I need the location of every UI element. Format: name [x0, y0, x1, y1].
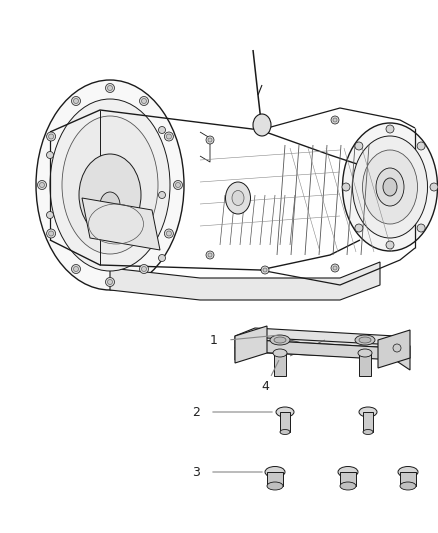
Ellipse shape [276, 407, 294, 417]
Circle shape [139, 264, 148, 273]
Circle shape [74, 99, 78, 103]
Circle shape [166, 231, 171, 236]
Ellipse shape [338, 466, 358, 478]
Polygon shape [235, 326, 267, 363]
Ellipse shape [79, 154, 141, 236]
Circle shape [333, 266, 337, 270]
Polygon shape [359, 353, 371, 376]
Circle shape [355, 224, 363, 232]
Text: 2: 2 [192, 406, 200, 418]
Circle shape [46, 151, 53, 158]
Ellipse shape [355, 335, 375, 345]
Circle shape [331, 116, 339, 124]
Circle shape [159, 126, 166, 133]
Text: 4: 4 [261, 379, 269, 392]
Circle shape [386, 241, 394, 249]
Ellipse shape [400, 482, 416, 490]
Polygon shape [280, 412, 290, 432]
Circle shape [107, 85, 113, 91]
Polygon shape [400, 472, 416, 486]
Circle shape [46, 229, 56, 238]
Polygon shape [363, 412, 373, 432]
Circle shape [208, 138, 212, 142]
Ellipse shape [363, 430, 373, 434]
Circle shape [331, 264, 339, 272]
Circle shape [74, 266, 78, 271]
Ellipse shape [50, 99, 170, 271]
Circle shape [46, 132, 56, 141]
Ellipse shape [100, 192, 120, 218]
Circle shape [159, 254, 166, 262]
Circle shape [71, 96, 81, 106]
Circle shape [106, 84, 114, 93]
Circle shape [141, 266, 146, 271]
Ellipse shape [226, 182, 251, 214]
Ellipse shape [363, 150, 417, 224]
Circle shape [49, 231, 53, 236]
Ellipse shape [270, 335, 290, 345]
Circle shape [386, 125, 394, 133]
Ellipse shape [359, 407, 377, 417]
Ellipse shape [359, 337, 371, 343]
Circle shape [417, 224, 425, 232]
Ellipse shape [383, 178, 397, 196]
Ellipse shape [353, 136, 427, 238]
Circle shape [106, 278, 114, 287]
Circle shape [206, 251, 214, 259]
Circle shape [164, 229, 173, 238]
Circle shape [159, 191, 166, 198]
Ellipse shape [267, 482, 283, 490]
Text: 3: 3 [192, 465, 200, 479]
Ellipse shape [274, 337, 286, 343]
Circle shape [39, 182, 45, 188]
Polygon shape [340, 472, 356, 486]
Circle shape [173, 181, 183, 190]
Circle shape [263, 268, 267, 272]
Polygon shape [82, 198, 160, 250]
Polygon shape [274, 353, 286, 376]
Ellipse shape [358, 349, 372, 357]
Circle shape [417, 142, 425, 150]
Ellipse shape [273, 349, 287, 357]
Ellipse shape [232, 190, 244, 206]
Ellipse shape [340, 482, 356, 490]
Circle shape [430, 183, 438, 191]
Ellipse shape [398, 466, 418, 478]
Ellipse shape [62, 116, 158, 254]
Ellipse shape [265, 466, 285, 478]
Circle shape [71, 264, 81, 273]
Circle shape [38, 181, 46, 190]
Circle shape [342, 183, 350, 191]
Ellipse shape [343, 123, 438, 251]
Circle shape [166, 134, 171, 139]
Circle shape [206, 136, 214, 144]
Circle shape [355, 142, 363, 150]
Polygon shape [378, 330, 410, 368]
Circle shape [139, 96, 148, 106]
Ellipse shape [36, 80, 184, 290]
Circle shape [46, 212, 53, 219]
Circle shape [393, 344, 401, 352]
Ellipse shape [280, 430, 290, 434]
Circle shape [208, 253, 212, 257]
Polygon shape [235, 328, 410, 358]
Text: 1: 1 [210, 334, 218, 346]
Circle shape [164, 132, 173, 141]
Ellipse shape [253, 114, 271, 136]
Circle shape [141, 99, 146, 103]
Polygon shape [267, 472, 283, 486]
Ellipse shape [376, 168, 404, 206]
Circle shape [261, 266, 269, 274]
Circle shape [49, 134, 53, 139]
Circle shape [176, 182, 180, 188]
Circle shape [333, 118, 337, 122]
Polygon shape [235, 340, 410, 370]
Polygon shape [110, 262, 380, 300]
Circle shape [107, 279, 113, 285]
